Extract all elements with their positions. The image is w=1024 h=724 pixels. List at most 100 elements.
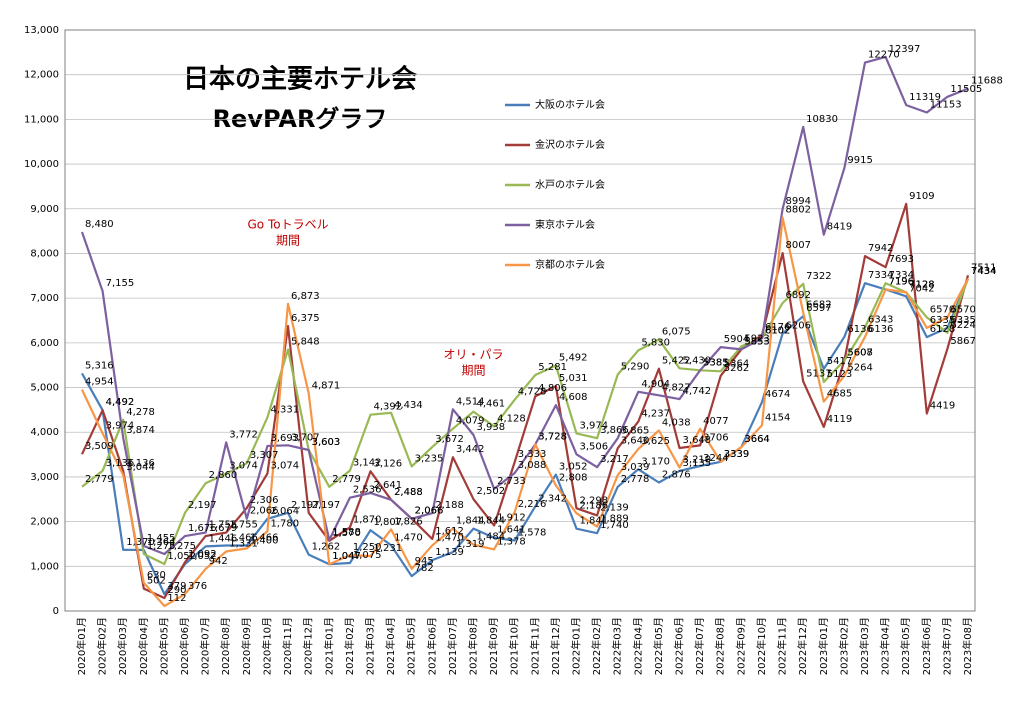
x-tick-label: 2020年12月 <box>302 617 315 675</box>
data-label: 5123 <box>827 369 852 380</box>
x-tick-label: 2022年12月 <box>796 617 809 675</box>
data-label: 7128 <box>909 279 934 290</box>
data-label: 5853 <box>744 336 769 347</box>
data-label: 5417 <box>827 356 852 367</box>
data-label: 3,707 <box>291 432 320 443</box>
x-tick-label: 2023年04月 <box>879 617 892 675</box>
data-label: 6206 <box>786 321 811 332</box>
data-label: 4,038 <box>662 418 691 429</box>
data-label: 3,052 <box>559 462 588 473</box>
x-tick-label: 2021年11月 <box>528 617 541 675</box>
data-label: 3,603 <box>312 437 341 448</box>
data-label: 1,755 <box>229 520 258 531</box>
data-label: 3,509 <box>85 441 114 452</box>
x-tick-label: 2021年06月 <box>425 617 438 675</box>
y-tick-label: 6,000 <box>30 338 59 349</box>
data-label: 4,904 <box>641 379 670 390</box>
data-label: 7511 <box>971 262 996 273</box>
data-label: 7334 <box>889 270 914 281</box>
data-label: 3339 <box>724 449 749 460</box>
data-label: 3,672 <box>435 434 464 445</box>
x-tick-label: 2022年10月 <box>755 617 768 675</box>
data-label: 3664 <box>744 434 769 445</box>
x-tick-label: 2023年05月 <box>899 617 912 675</box>
y-tick-label: 13,000 <box>24 25 59 36</box>
data-label: 1,275 <box>167 541 196 552</box>
data-label: 5262 <box>724 363 749 374</box>
data-label: 1,570 <box>332 528 361 539</box>
data-label: 1,470 <box>394 532 423 543</box>
data-label: 4,514 <box>456 396 485 407</box>
data-label: 2,536 <box>353 485 382 496</box>
data-label: 3,074 <box>229 461 258 472</box>
data-label: 7434 <box>971 266 996 277</box>
data-label: 942 <box>209 556 228 567</box>
data-label: 4,728 <box>518 387 547 398</box>
data-label: 376 <box>188 581 207 592</box>
data-label: 3,210 <box>683 455 712 466</box>
data-label: 6224 <box>950 320 975 331</box>
data-label: 3706 <box>703 432 728 443</box>
data-label: 4,871 <box>312 380 341 391</box>
data-label: 6136 <box>868 324 893 335</box>
data-label: 9915 <box>847 155 872 166</box>
data-label: 3,142 <box>353 458 382 469</box>
data-label: 7322 <box>806 271 831 282</box>
data-label: 1,844 <box>476 516 505 527</box>
x-tick-label: 2022年11月 <box>776 617 789 675</box>
data-label: 11505 <box>950 84 982 95</box>
data-label: 1,047 <box>332 551 361 562</box>
data-label: 4,392 <box>373 402 402 413</box>
data-label: 11319 <box>909 92 941 103</box>
data-label: 5,430 <box>683 355 712 366</box>
data-label: 1,466 <box>250 532 279 543</box>
data-label: 3,235 <box>415 453 444 464</box>
data-label: 3244 <box>703 453 728 464</box>
data-label: 1,679 <box>209 523 238 534</box>
data-label: 1,319 <box>456 539 485 550</box>
data-label: 8802 <box>786 205 811 216</box>
data-label: 5385 <box>703 357 728 368</box>
data-label: 2,342 <box>538 493 567 504</box>
data-label: 3,866 <box>600 425 629 436</box>
x-tick-label: 2023年01月 <box>817 617 830 675</box>
data-label: 1,578 <box>518 527 547 538</box>
y-tick-label: 11,000 <box>24 114 59 125</box>
x-tick-label: 2022年09月 <box>734 617 747 675</box>
series-line <box>80 55 969 556</box>
data-label: 7042 <box>909 283 934 294</box>
data-label: 4,434 <box>394 400 423 411</box>
data-label: 2,066 <box>415 506 444 517</box>
data-label: 3,170 <box>641 456 670 467</box>
x-tick-label: 2021年04月 <box>384 617 397 675</box>
data-label: 5,492 <box>559 353 588 364</box>
plot-frame <box>64 29 976 612</box>
x-tick-label: 2022年05月 <box>652 617 665 675</box>
data-label: 1,075 <box>353 550 382 561</box>
x-tick-label: 2020年11月 <box>281 617 294 675</box>
data-label: 2,197 <box>188 500 217 511</box>
x-tick-label: 2023年07月 <box>940 617 953 675</box>
data-label: 11688 <box>971 76 1003 87</box>
data-label: 5,290 <box>621 362 650 373</box>
data-label: 4119 <box>827 414 852 425</box>
data-label: 6682 <box>806 299 831 310</box>
data-label: 2,733 <box>497 476 526 487</box>
data-label: 630 <box>147 570 166 581</box>
x-tick-label: 2021年09月 <box>487 617 500 675</box>
data-label: 112 <box>167 593 186 604</box>
data-label: 1,870 <box>353 514 382 525</box>
data-label: 7,155 <box>106 278 135 289</box>
data-label: 3,135 <box>683 458 712 469</box>
data-label: 290 <box>167 585 186 596</box>
data-label: 4,827 <box>662 382 691 393</box>
data-label: 3,938 <box>476 422 505 433</box>
data-label: 2,186 <box>580 500 609 511</box>
data-label: 1,588 <box>332 527 361 538</box>
x-tick-label: 2022年07月 <box>693 617 706 675</box>
data-label: 5364 <box>724 358 749 369</box>
chart-title: 日本の主要ホテル会 <box>183 65 417 95</box>
data-label: 1,889 <box>600 514 629 525</box>
data-label: 2,064 <box>270 506 299 517</box>
